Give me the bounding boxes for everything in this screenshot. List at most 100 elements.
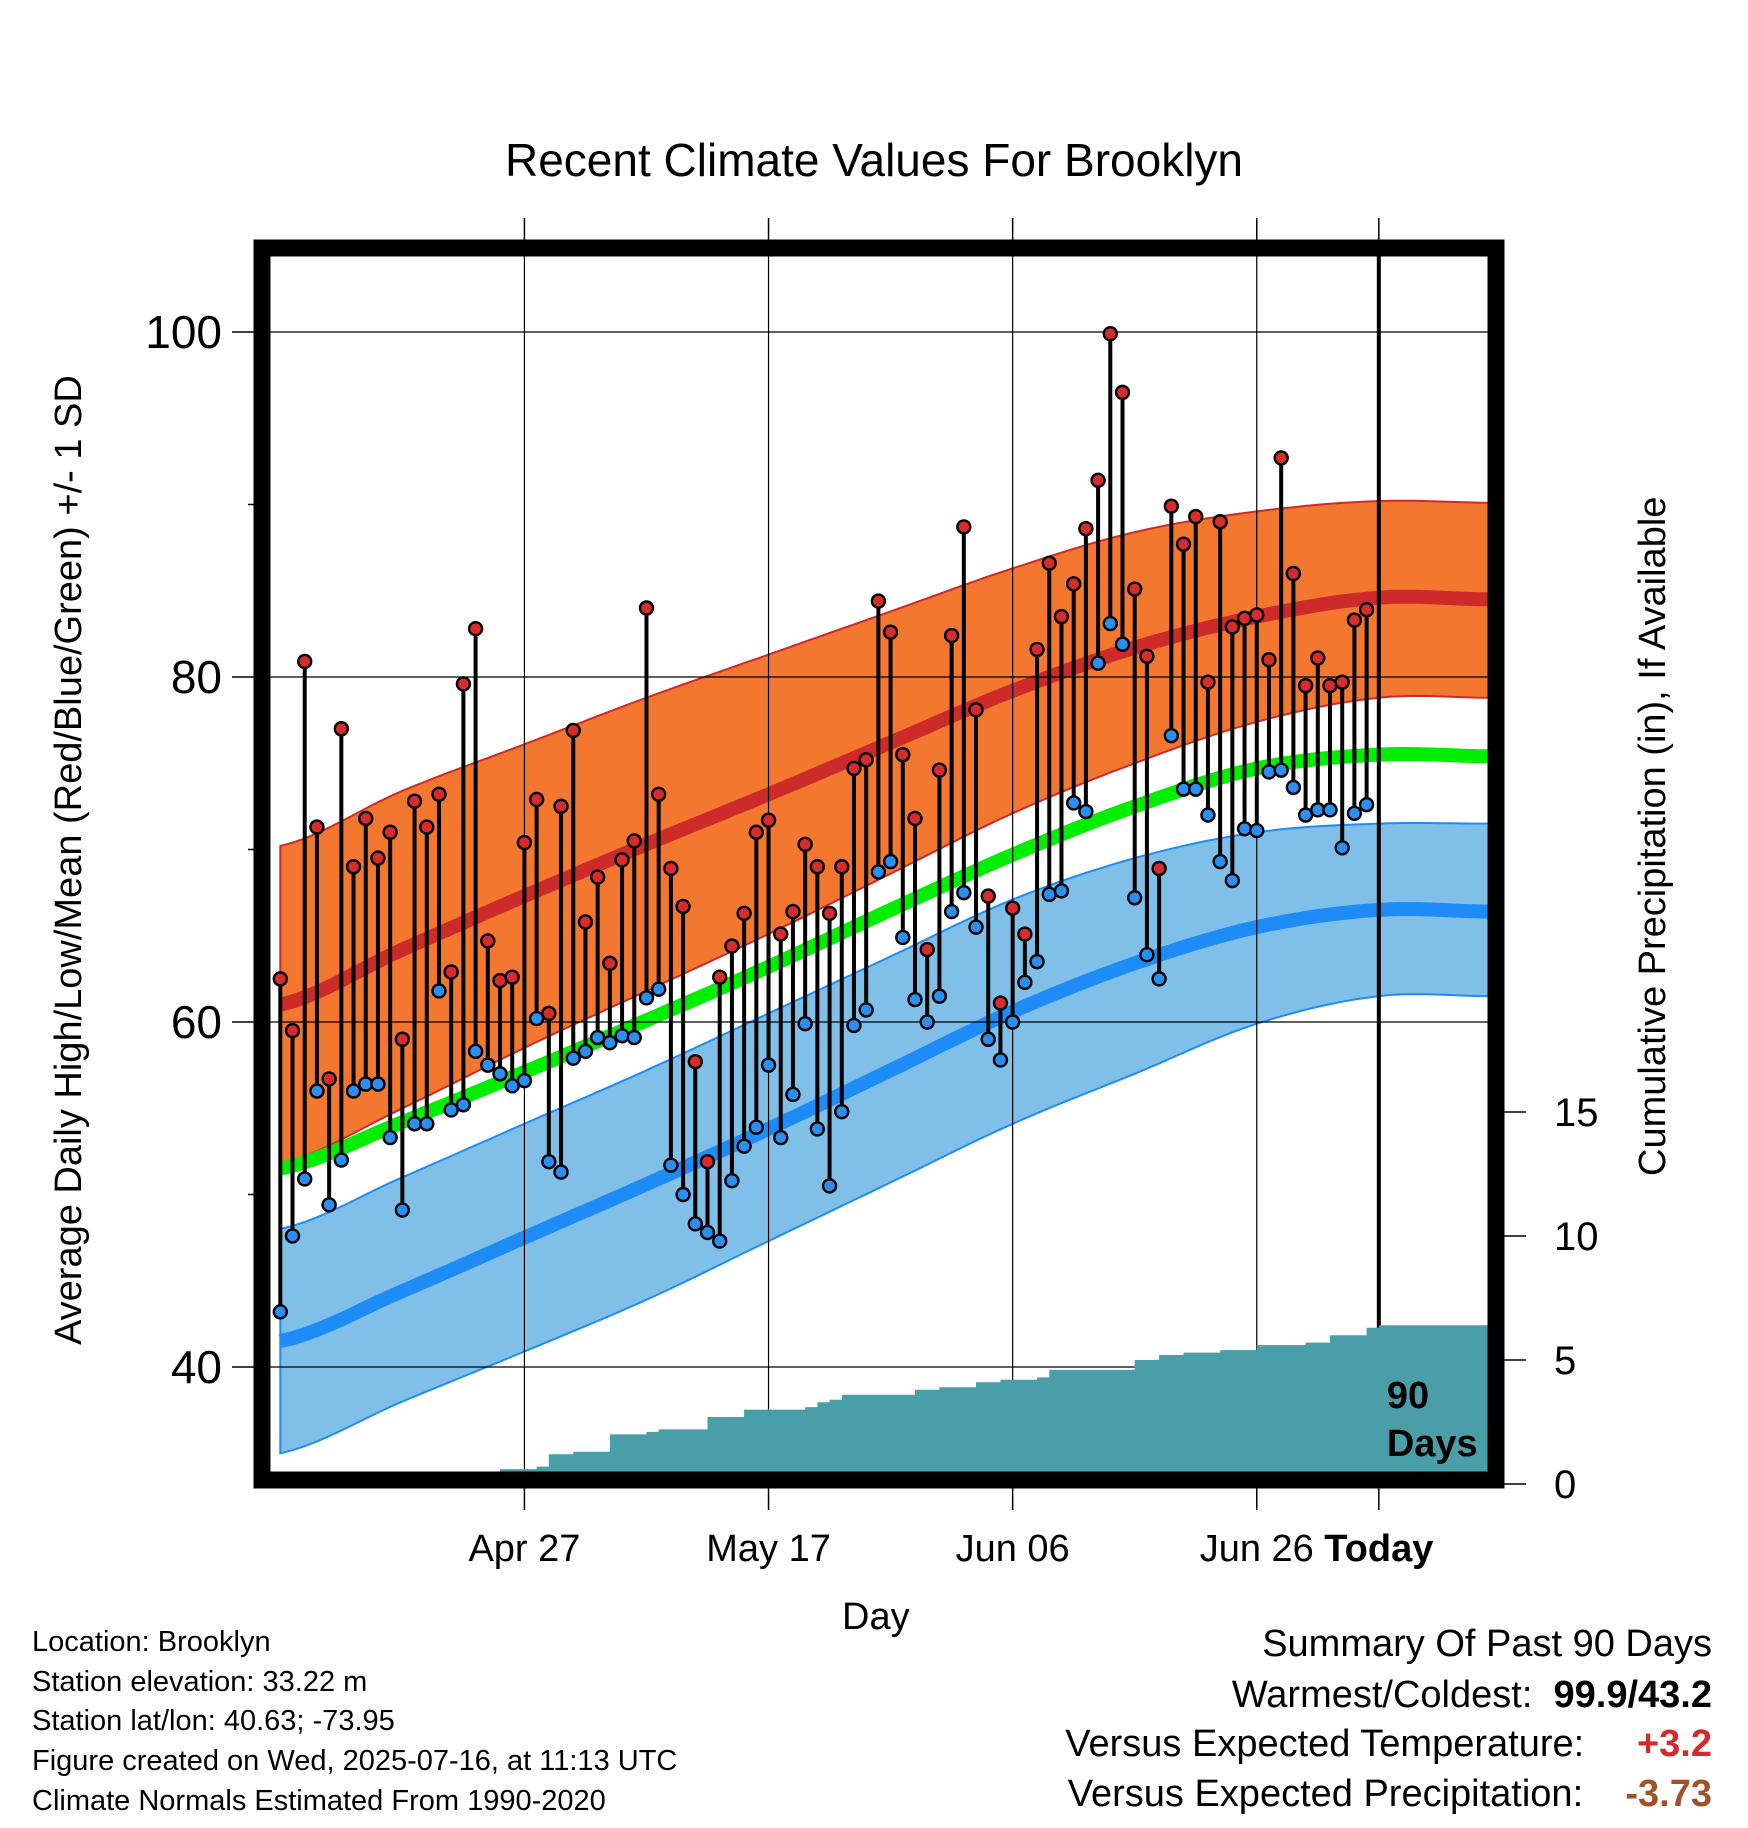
observed-low-point	[699, 1224, 716, 1241]
y-tick-label: 60	[171, 996, 222, 1048]
observed-high-point	[943, 627, 960, 644]
observed-low-point	[968, 919, 984, 935]
observed-low-point	[712, 1233, 728, 1249]
observed-low-point	[834, 1103, 850, 1120]
observed-high-point	[1358, 602, 1375, 618]
observed-low-point	[541, 1154, 557, 1170]
summary-temp-value: +3.2	[1636, 1723, 1712, 1765]
observed-low-point	[504, 1078, 520, 1094]
footer-latlon: Station lat/lon: 40.63; -73.95	[32, 1705, 395, 1737]
observed-low-point	[736, 1138, 752, 1154]
observed-low-point	[858, 1002, 874, 1018]
observed-high-point	[638, 600, 655, 616]
observed-low-point	[1029, 953, 1045, 970]
observed-high-point	[1346, 612, 1363, 628]
summary-precip-row: Versus Expected Precipitation: -3.73	[1068, 1773, 1712, 1816]
observed-high-point	[528, 791, 545, 808]
observed-high-point	[394, 1031, 411, 1047]
y-tick-label: 80	[171, 651, 222, 703]
observed-high-point	[1200, 674, 1216, 690]
observed-high-point	[1249, 607, 1265, 623]
observed-low-point	[943, 903, 960, 920]
x-tick-label: Apr 27	[468, 1528, 580, 1570]
observed-high-point	[382, 824, 398, 840]
observed-high-point	[297, 653, 313, 670]
observed-low-point	[748, 1119, 765, 1135]
observed-low-point	[1053, 883, 1070, 899]
observed-high-point	[1297, 677, 1314, 694]
observed-high-point	[1212, 514, 1228, 530]
summary-precip-label: Versus Expected Precipitation:	[1067, 1773, 1584, 1815]
observed-high-point	[907, 810, 923, 827]
observed-low-point	[907, 991, 923, 1008]
observed-low-point	[919, 1014, 935, 1030]
observed-high-point	[870, 593, 887, 609]
observed-low-point	[309, 1083, 325, 1099]
x-tick-label: Jun 06	[956, 1528, 1070, 1570]
observed-high-point	[882, 624, 899, 640]
observed-low-point	[480, 1057, 496, 1073]
summary-warmest-value: 99.9/43.2	[1553, 1674, 1712, 1716]
observed-high-point	[724, 938, 740, 954]
observed-low-point	[382, 1129, 398, 1146]
observed-high-point	[846, 760, 862, 777]
observed-high-point	[406, 793, 423, 809]
observed-high-point	[480, 933, 496, 949]
observed-high-point	[1053, 608, 1070, 625]
observed-low-point	[1249, 822, 1265, 839]
observed-high-point	[1029, 641, 1045, 658]
observed-low-point	[773, 1129, 789, 1146]
observed-low-point	[1322, 802, 1338, 818]
observed-high-point	[1236, 610, 1253, 627]
observed-high-point	[919, 941, 935, 958]
observed-low-point	[870, 864, 887, 880]
observed-high-point	[1188, 508, 1204, 525]
normal-mean-line	[278, 746, 1489, 1176]
observed-low-point	[1004, 1014, 1021, 1030]
observed-high-point	[431, 786, 447, 802]
axis-ticks	[232, 218, 1526, 1510]
observed-low-point	[1127, 890, 1143, 906]
observed-low-point	[1078, 803, 1094, 820]
observed-high-point	[1004, 900, 1021, 916]
observed-high-point	[858, 752, 874, 768]
observed-low-point	[577, 1043, 594, 1060]
precipitation-area	[500, 1325, 1489, 1480]
observed-low-point	[1065, 795, 1082, 811]
observed-high-point	[956, 519, 972, 535]
observed-high-point	[1065, 576, 1082, 592]
observed-high-point	[553, 798, 569, 815]
y-axis-label: Average Daily High/Low/Mean (Red/Blue/Gr…	[48, 375, 90, 1345]
observed-high-point	[1139, 648, 1155, 664]
observed-high-point	[675, 898, 691, 915]
observed-low-point	[797, 1016, 813, 1032]
observed-low-point	[1273, 762, 1289, 778]
observed-high-point	[687, 1053, 704, 1070]
chart-title: Recent Climate Values For Brooklyn	[505, 134, 1243, 186]
observed-high-point	[834, 859, 850, 875]
plot-border	[253, 239, 1505, 1489]
normal-bands	[278, 499, 1490, 1455]
observed-low-point	[675, 1186, 691, 1203]
observed-low-point	[553, 1164, 569, 1180]
summary-temp-row: Versus Expected Temperature: +3.2	[1065, 1723, 1712, 1766]
observed-high-point	[760, 812, 777, 828]
observed-high-point	[516, 834, 533, 851]
observed-high-point	[614, 852, 630, 868]
observed-high-point	[504, 969, 520, 985]
observed-low-point	[638, 990, 655, 1006]
observed-high-point	[1273, 450, 1289, 466]
observed-low-point	[1200, 807, 1216, 823]
observed-low-point	[1346, 805, 1363, 821]
summary-temp-label: Versus Expected Temperature:	[1065, 1723, 1585, 1765]
observed-high-point	[1151, 860, 1167, 877]
summary-heading: Summary Of Past 90 Days	[1262, 1623, 1712, 1665]
observed-low-point	[1334, 840, 1350, 856]
observed-low-point	[895, 929, 911, 946]
tick-labels: Apr 27 May 17 Jun 06 Jun 26 Today 40 60 80 100 0 5…	[145, 306, 1598, 1570]
observed-high-point	[602, 955, 618, 972]
observed-low-point	[394, 1202, 411, 1218]
observed-low-point	[882, 853, 899, 870]
observed-low-point	[467, 1043, 484, 1060]
